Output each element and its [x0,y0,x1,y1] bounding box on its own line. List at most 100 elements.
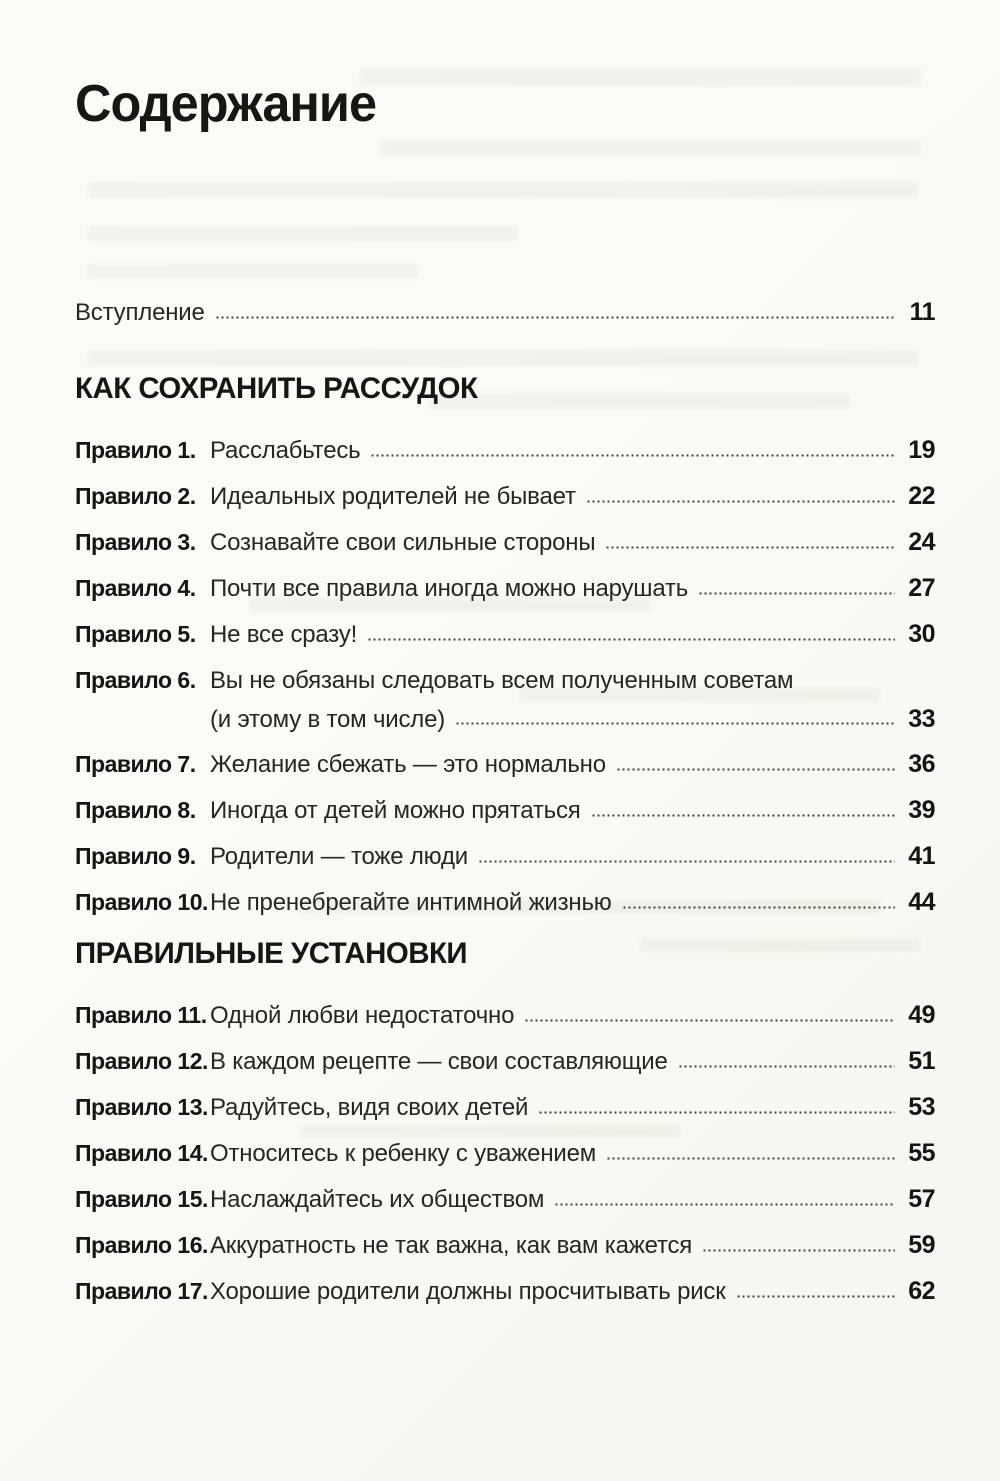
dotted-leader [606,1157,895,1160]
toc-entry[interactable]: Правило 11. Одной любви недостаточно 49 [75,1001,936,1030]
toc-entry-label: Правило 7. [75,751,196,777]
dotted-leader [702,1249,895,1252]
dotted-leader [605,546,895,549]
dotted-leader [615,768,895,771]
toc-entry-title: Наслаждайтесь их обществом [210,1186,545,1213]
toc-entry-main: Не пренебрегайте интимной жизнью 44 [210,888,936,917]
toc-entry-title: Относитесь к ребенку с уважением [210,1140,597,1167]
toc-entry-main: Идеальных родителей не бывает 22 [210,482,936,511]
toc-entry-title: Не пренебрегайте интимной жизнью [210,889,612,916]
toc-entry-line1: Вы не обязаны следовать всем полученным … [210,667,935,695]
toc-entry-title: Желание сбежать — это нормально [210,751,606,778]
toc-entry-page: 57 [908,1185,935,1213]
bleed-through-artifact [300,900,880,914]
dotted-leader [524,1019,895,1022]
dotted-leader [735,1295,895,1298]
toc-entry-title: Почти все правила иногда можно нарушать [210,575,689,602]
toc-entry-page: 53 [908,1093,935,1121]
toc-entry[interactable]: Правило 5. Не все сразу! 30 [75,620,936,649]
toc-entry-label: Правило 8. [75,797,196,823]
toc-entry-main: Вы не обязаны следовать всем полученным … [210,667,936,733]
toc-entry-label: Правило 17. [75,1278,208,1304]
dotted-leader [214,316,895,319]
toc-entry[interactable]: Правило 16. Аккуратность не так важна, ка… [75,1231,936,1260]
section-heading: КАК СОХРАНИТЬ РАССУДОК [75,372,478,405]
toc-sections: КАК СОХРАНИТЬ РАССУДОК Правило 1. Расслабь… [75,372,936,1306]
toc-entry-page: 36 [908,750,935,778]
bleed-through-artifact [640,938,920,952]
toc-entry-page: 39 [908,796,935,824]
toc-entry-label: Правило 14. [75,1140,208,1166]
toc-entry-label: Правило 1. [75,437,196,463]
toc-entry-title: Родители — тоже люди [210,843,468,870]
toc-content: Содержание Вступление 11 КАК СОХРАНИТЬ Р… [75,75,936,1323]
toc-entry-label: Правило 10. [75,889,208,915]
page-title: Содержание [75,75,377,133]
toc-entry-main: Относитесь к ребенку с уважением 55 [210,1139,936,1168]
toc-entry-label: Правило 2. [75,483,196,509]
toc-entry-label: Правило 3. [75,529,196,555]
bleed-through-artifact [88,264,418,279]
toc-entry-page: 51 [908,1047,935,1075]
toc-entry-page: 44 [908,888,935,916]
toc-section: КАК СОХРАНИТЬ РАССУДОК Правило 1. Расслабь… [75,372,936,917]
toc-entry-title: Вы не обязаны следовать всем полученным … [210,667,794,694]
dotted-leader [367,638,895,641]
toc-entry[interactable]: Правило 10. Не пренебрегайте интимной жиз… [75,888,936,917]
toc-entry-page: 30 [908,620,935,648]
dotted-leader [370,454,895,457]
toc-entry[interactable]: Правило 12. В каждом рецепте — свои соста… [75,1047,936,1076]
bleed-through-artifact [380,140,920,156]
toc-entry[interactable]: Правило 14. Относитесь к ребенку с уважен… [75,1139,936,1168]
bleed-through-artifact [250,598,650,612]
toc-entry[interactable]: Правило 2. Идеальных родителей не бывает 2… [75,482,936,511]
toc-entry-label: Правило 13. [75,1094,208,1120]
toc-entry-page: 49 [908,1001,935,1029]
toc-entry-page: 59 [908,1231,935,1259]
dotted-leader [621,906,895,909]
toc-entry-main: Расслабьтесь 19 [210,436,936,465]
toc-entry[interactable]: Правило 8. Иногда от детей можно прятатьс… [75,796,936,825]
toc-entry-main: Почти все правила иногда можно нарушать 2… [210,574,936,603]
dotted-leader [455,722,895,725]
toc-entry[interactable]: Правило 3. Сознавайте свои сильные сторон… [75,528,936,557]
toc-entry[interactable]: Правило 4. Почти все правила иногда можно… [75,574,936,603]
toc-entry-title: Не все сразу! [210,621,358,648]
toc-entry-title: Расслабьтесь [210,437,361,464]
toc-entry-label: Правило 16. [75,1232,208,1258]
toc-entry-main: В каждом рецепте — свои составляющие 51 [210,1047,936,1076]
toc-entry-page: 62 [908,1277,935,1305]
toc-entry[interactable]: Правило 6. Вы не обязаны следовать всем п… [75,666,936,733]
toc-entry-main: Иногда от детей можно прятаться 39 [210,796,936,825]
toc-entry-label: Правило 9. [75,843,196,869]
toc-entry-main: Одной любви недостаточно 49 [210,1001,936,1030]
toc-entry-main: Родители — тоже люди 41 [210,842,936,871]
toc-entry-title: В каждом рецепте — свои составляющие [210,1048,668,1075]
bleed-through-artifact [360,68,920,86]
toc-entry[interactable]: Правило 15. Наслаждайтесь их обществом 57 [75,1185,936,1214]
toc-entry-line2: (и этому в том числе) 33 [210,705,936,733]
toc-entry[interactable]: Правило 7. Желание сбежать — это нормальн… [75,750,936,779]
bleed-through-artifact [300,1125,680,1137]
toc-entry-main: Не все сразу! 30 [210,620,936,649]
toc-entry-main: Желание сбежать — это нормально 36 [210,750,936,779]
dotted-leader [554,1203,895,1206]
toc-entry-label: Правило 4. [75,575,196,601]
toc-section: ПРАВИЛЬНЫЕ УСТАНОВКИ Правило 11. Одной люб… [75,937,936,1306]
toc-entry-page: 22 [908,482,935,510]
toc-entry-title: Иногда от детей можно прятаться [210,797,581,824]
toc-entry-intro[interactable]: Вступление 11 [75,298,936,327]
toc-entry[interactable]: Правило 13. Радуйтесь, видя своих детей 53 [75,1093,936,1122]
toc-entry-main: Радуйтесь, видя своих детей 53 [210,1093,936,1122]
dotted-leader [698,592,895,595]
toc-entry[interactable]: Правило 1. Расслабьтесь 19 [75,436,936,465]
toc-entry-page: 19 [908,436,935,464]
toc-entry-title: Вступление [75,299,205,326]
toc-entry-title: Сознавайте свои сильные стороны [210,529,596,556]
bleed-through-artifact [88,182,918,198]
toc-entry[interactable]: Правило 9. Родители — тоже люди 41 [75,842,936,871]
toc-entry-label: Правило 11. [75,1002,207,1028]
dotted-leader [538,1111,895,1114]
toc-entry[interactable]: Правило 17. Хорошие родители должны просч… [75,1277,936,1306]
